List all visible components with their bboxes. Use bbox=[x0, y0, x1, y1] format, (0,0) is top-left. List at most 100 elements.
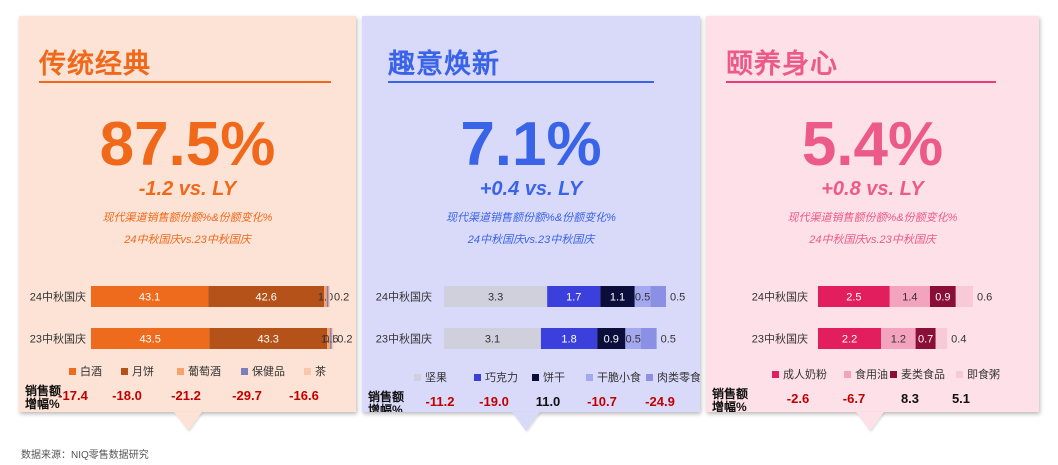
title-underline bbox=[39, 81, 331, 83]
growth-value: -29.7 bbox=[232, 388, 262, 403]
data-label: 43.3 bbox=[257, 334, 278, 346]
data-label: 1.7 bbox=[566, 292, 581, 304]
data-source-footer: 数据来源：NIQ零售数据研究 bbox=[21, 450, 149, 461]
data-label: 0.5 bbox=[626, 334, 641, 346]
data-label: 1.8 bbox=[561, 334, 576, 346]
subtitle-period: 24中秋国庆vs.23中秋国庆 bbox=[809, 234, 936, 246]
category-label: 23中秋国庆 bbox=[752, 332, 808, 346]
data-label: 0.4 bbox=[951, 334, 966, 346]
growth-row-label: 增幅% bbox=[712, 399, 747, 412]
legend-label: 月饼 bbox=[132, 364, 154, 378]
data-label: 2.2 bbox=[842, 334, 857, 346]
subtitle-metric: 现代渠道销售额份额%&份额变化% bbox=[102, 212, 273, 224]
legend-swatch bbox=[177, 368, 184, 375]
bar-segment bbox=[640, 328, 657, 349]
growth-row-label: 增幅% bbox=[368, 402, 403, 412]
panel-pointer bbox=[856, 412, 884, 431]
growth-value: -2.6 bbox=[787, 391, 809, 406]
bar-segment bbox=[889, 286, 930, 307]
legend-label: 干脆小食 bbox=[597, 370, 641, 384]
bar-segment bbox=[444, 286, 548, 307]
legend-swatch bbox=[121, 368, 128, 375]
bar-segment bbox=[625, 328, 641, 349]
growth-value: 5.1 bbox=[952, 391, 970, 406]
legend-swatch bbox=[532, 374, 539, 381]
growth-value: 11.0 bbox=[536, 394, 561, 409]
growth-value: -17.4 bbox=[58, 388, 88, 403]
legend-swatch bbox=[586, 374, 593, 381]
title-underline bbox=[726, 81, 996, 83]
panel-health: 颐养身心 5.4% +0.8 vs. LY 现代渠道销售额份额%&份额变化% 2… bbox=[706, 16, 1039, 431]
growth-value: -18.0 bbox=[112, 388, 142, 403]
share-change: -1.2 vs. LY bbox=[138, 178, 237, 200]
subtitle-metric: 现代渠道销售额份额%&份额变化% bbox=[787, 212, 958, 224]
data-label: 0.7 bbox=[918, 334, 933, 346]
bar-segment bbox=[326, 286, 329, 307]
growth-value: -19.0 bbox=[479, 394, 509, 409]
growth-value: 8.3 bbox=[901, 391, 919, 406]
bar-segment bbox=[91, 328, 210, 349]
subtitle-period: 24中秋国庆vs.23中秋国庆 bbox=[124, 234, 251, 246]
bar-segment bbox=[327, 328, 331, 349]
panel-title: 趣意焕新 bbox=[388, 49, 500, 79]
panel-fun: 趣意焕新 7.1% +0.4 vs. LY 现代渠道销售额份额%&份额变化% 2… bbox=[362, 16, 700, 431]
legend-label: 白酒 bbox=[80, 364, 102, 378]
category-label: 24中秋国庆 bbox=[30, 290, 86, 304]
legend-label: 食用油 bbox=[855, 367, 888, 381]
data-label: 3.1 bbox=[485, 334, 500, 346]
legend-label: 巧克力 bbox=[485, 371, 518, 384]
data-label: 3.3 bbox=[488, 292, 503, 304]
data-label: 43.1 bbox=[139, 292, 160, 304]
panel-title: 颐养身心 bbox=[726, 49, 838, 79]
data-label: 1.0 bbox=[318, 292, 333, 304]
growth-value: -24.9 bbox=[645, 394, 675, 409]
growth-row-label: 销售额 bbox=[25, 383, 61, 398]
legend-label: 葡萄酒 bbox=[188, 365, 221, 378]
share-change: +0.4 vs. LY bbox=[479, 178, 583, 200]
legend-swatch bbox=[646, 374, 653, 381]
bar-segment bbox=[547, 286, 601, 307]
bar-segment bbox=[818, 328, 882, 349]
category-label: 24中秋国庆 bbox=[752, 290, 808, 304]
data-label: 0.6 bbox=[323, 334, 338, 346]
bar-segment bbox=[915, 328, 936, 349]
legend-label: 坚果 bbox=[425, 371, 447, 384]
growth-value: -10.7 bbox=[587, 394, 617, 409]
panel-pointer bbox=[512, 412, 540, 431]
data-label: 0.2 bbox=[334, 292, 349, 304]
legend-swatch bbox=[241, 368, 248, 375]
growth-row-label: 销售额 bbox=[712, 386, 748, 401]
data-label: 42.6 bbox=[255, 292, 276, 304]
data-label: 0.6 bbox=[977, 292, 992, 304]
bar-segment bbox=[955, 286, 973, 307]
legend-label: 肉类零食 bbox=[657, 370, 700, 384]
data-label: 0.5 bbox=[661, 334, 676, 346]
growth-value: -11.2 bbox=[426, 394, 455, 409]
data-label: 0.5 bbox=[670, 292, 685, 304]
data-label: 1.2 bbox=[891, 334, 906, 346]
legend-label: 即食粥 bbox=[967, 367, 1000, 381]
legend-swatch bbox=[304, 368, 311, 375]
bar-segment bbox=[935, 328, 948, 349]
legend-label: 饼干 bbox=[543, 370, 565, 384]
growth-row-label: 增幅% bbox=[25, 396, 60, 411]
category-label: 23中秋国庆 bbox=[376, 332, 432, 346]
data-label: 0.5 bbox=[635, 292, 650, 304]
data-label: 0.9 bbox=[935, 292, 950, 304]
bar-segment bbox=[330, 328, 332, 349]
bar-segment bbox=[818, 286, 890, 307]
bar-segment bbox=[600, 286, 635, 307]
legend-label: 茶 bbox=[315, 365, 326, 378]
bar-segment bbox=[328, 286, 330, 307]
data-label: 1.1 bbox=[610, 292, 625, 304]
growth-value: -6.7 bbox=[843, 391, 865, 406]
legend-swatch bbox=[956, 371, 963, 378]
bar-segment bbox=[209, 328, 328, 349]
data-label: 0.2 bbox=[337, 334, 352, 346]
legend-swatch bbox=[474, 374, 481, 381]
growth-row-label: 销售额 bbox=[368, 389, 404, 404]
legend-label: 保健品 bbox=[252, 364, 285, 378]
growth-value: -21.2 bbox=[171, 388, 201, 403]
bar-segment bbox=[91, 286, 209, 307]
